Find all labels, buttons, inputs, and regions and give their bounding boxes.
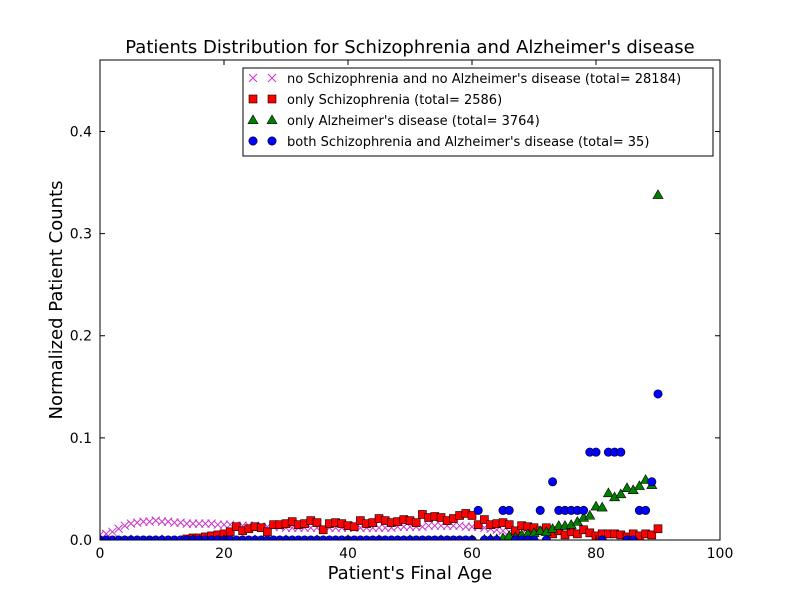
data-point-circle: [653, 389, 663, 399]
data-point-square: [653, 524, 663, 534]
legend-label: no Schizophrenia and no Alzheimer's dise…: [287, 72, 681, 87]
y-tick-label: 0.1: [70, 431, 92, 447]
data-point-cross: [157, 517, 167, 526]
legend-box: [242, 67, 714, 157]
y-tick-label: 0.0: [70, 533, 92, 549]
data-point-cross: [424, 521, 433, 531]
data-point-circle: [504, 505, 514, 515]
data-point-square: [480, 515, 489, 524]
legend-marker-square: [267, 94, 277, 104]
data-point-triangle: [590, 500, 602, 511]
data-point-square: [263, 527, 272, 537]
legend-items: no Schizophrenia and no Alzheimer's dise…: [247, 72, 681, 150]
chart-title: Patients Distribution for Schizophrenia …: [125, 37, 695, 58]
legend-label: both Schizophrenia and Alzheimer's disea…: [287, 135, 649, 150]
x-tick-label: 80: [587, 546, 605, 562]
data-point-cross: [430, 521, 440, 531]
legend-marker-circle: [267, 136, 277, 146]
legend-entry: only Alzheimer's disease (total= 3764): [247, 114, 540, 129]
data-point-triangle: [615, 488, 627, 499]
legend-marker-square: [248, 94, 258, 104]
data-point-cross: [139, 517, 148, 526]
legend: no Schizophrenia and no Alzheimer's dise…: [242, 67, 714, 157]
data-point-triangle: [602, 487, 614, 498]
data-point-triangle: [621, 482, 633, 492]
data-point-cross: [201, 519, 210, 529]
data-point-circle: [591, 447, 601, 457]
legend-marker-cross: [267, 73, 277, 83]
y-tick-label: 0.3: [70, 227, 92, 243]
data-point-triangle: [652, 189, 664, 199]
legend-entry: no Schizophrenia and no Alzheimer's dise…: [248, 72, 681, 87]
y-tick-label: 0.2: [70, 329, 92, 345]
data-point-cross: [194, 519, 204, 529]
data-point-square: [473, 520, 483, 529]
data-layer: [100, 189, 664, 540]
x-tick-label: 0: [96, 546, 105, 562]
data-point-square: [647, 530, 657, 540]
legend-entry: both Schizophrenia and Alzheimer's disea…: [248, 135, 649, 150]
legend-entry: only Schizophrenia (total= 2586): [248, 93, 502, 108]
y-axis-label: Normalized Patient Counts: [46, 180, 67, 419]
x-tick-label: 20: [215, 546, 233, 562]
legend-marker-triangle: [266, 114, 278, 125]
data-point-circle: [647, 477, 657, 487]
data-point-circle: [616, 447, 626, 457]
data-point-cross: [213, 520, 223, 530]
data-point-triangle: [633, 480, 645, 490]
legend-label: only Schizophrenia (total= 2586): [287, 93, 502, 108]
data-point-square: [467, 511, 477, 520]
data-point-square: [349, 522, 359, 532]
data-point-circle: [641, 505, 651, 515]
legend-marker-triangle: [247, 114, 259, 125]
data-point-cross: [182, 519, 192, 529]
data-point-circle: [548, 477, 558, 487]
data-point-cross: [114, 524, 123, 534]
legend-label: only Alzheimer's disease (total= 3764): [287, 114, 540, 129]
plot-frame: [99, 59, 721, 541]
data-point-triangle: [584, 509, 596, 520]
data-point-circle: [473, 505, 483, 515]
data-point-circle: [535, 505, 545, 515]
data-point-circle: [579, 505, 589, 515]
data-point-cross: [188, 519, 198, 529]
data-point-square: [504, 520, 514, 529]
data-point-triangle: [596, 501, 608, 512]
legend-marker-cross: [248, 73, 258, 83]
x-tick-label: 40: [339, 546, 357, 562]
data-point-cross: [461, 522, 471, 532]
x-tick-label: 100: [707, 546, 734, 562]
data-point-cross: [170, 518, 179, 527]
axis-ticks: 0 20 40 60 80 100 0.0 0.1 0.2 0.3 0.4: [70, 60, 734, 562]
x-axis-label: Patient's Final Age: [328, 563, 493, 584]
legend-marker-circle: [248, 136, 258, 146]
y-tick-label: 0.4: [70, 124, 92, 140]
data-point-square: [318, 525, 328, 535]
data-point-triangle: [534, 525, 546, 535]
series-4: [100, 389, 663, 540]
data-point-cross: [108, 527, 117, 537]
data-point-square: [411, 518, 421, 527]
data-point-square: [312, 518, 322, 527]
data-point-cross: [120, 521, 130, 531]
x-tick-label: 60: [463, 546, 481, 562]
data-point-cross: [219, 520, 229, 530]
